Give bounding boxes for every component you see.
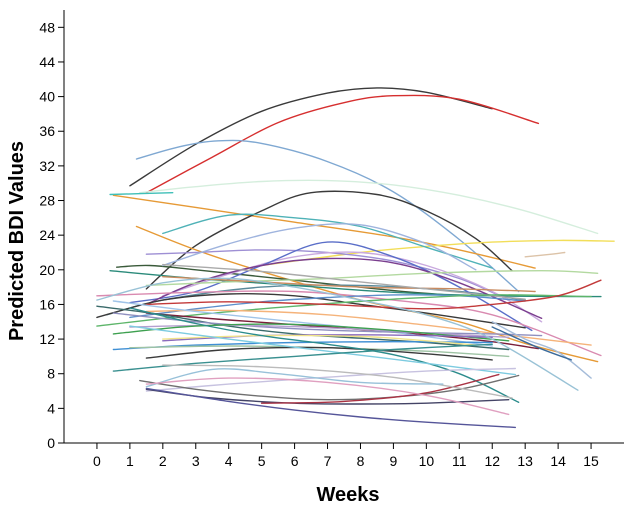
plot-background [64, 10, 624, 443]
x-tick-label: 15 [583, 453, 599, 469]
series-line-46 [145, 387, 516, 429]
series-line-38 [145, 346, 493, 361]
x-tick-label: 11 [452, 453, 467, 469]
x-tick-label: 2 [159, 453, 167, 469]
x-tick-label: 13 [517, 453, 533, 469]
series-line-48 [145, 368, 444, 388]
y-tick-label: 16 [39, 296, 55, 312]
series-line-2 [145, 94, 540, 194]
x-tick-label: 12 [484, 453, 500, 469]
series-line-26 [145, 279, 602, 310]
axes: 0 1 2 3 4 5 6 7 8 9 10 11 12 13 14 15048121620242832364… [39, 10, 624, 469]
x-tick-label: 14 [550, 453, 566, 469]
x-tick-label: 6 [291, 453, 299, 469]
x-axis-title: Weeks [316, 484, 379, 506]
y-tick-label: 44 [39, 54, 55, 70]
y-tick-label: 24 [39, 227, 55, 243]
x-tick-label: 9 [390, 453, 398, 469]
x-tick-label: 7 [324, 453, 332, 469]
series-line-43 [139, 374, 520, 401]
plot-area [64, 10, 624, 443]
y-tick-label: 8 [47, 366, 55, 382]
y-tick-label: 4 [47, 400, 55, 416]
series-line-4 [139, 179, 599, 235]
series-line-20 [145, 269, 599, 287]
series-line-40 [129, 325, 516, 376]
series-line-9 [162, 213, 493, 269]
series-group [96, 87, 615, 429]
series-line-16 [129, 241, 533, 332]
series-line-21 [162, 276, 536, 293]
series-line-15 [162, 223, 477, 271]
x-tick-label: 5 [258, 453, 266, 469]
series-line-49 [145, 377, 510, 416]
x-tick-label: 0 [93, 453, 101, 469]
series-line-36 [162, 334, 477, 346]
x-tick-label: 10 [419, 453, 435, 469]
x-tick-label: 3 [192, 453, 200, 469]
series-line-45 [260, 373, 500, 404]
series-line-52 [491, 326, 572, 361]
series-line-33 [112, 323, 510, 342]
series-line-6 [145, 190, 513, 290]
series-line-22 [162, 263, 526, 300]
y-tick-label: 0 [47, 435, 55, 451]
y-tick-label: 36 [39, 123, 55, 139]
series-line-7 [109, 192, 174, 196]
series-line-27 [145, 309, 592, 346]
series-line-50 [96, 277, 579, 391]
x-tick-label: 8 [357, 453, 365, 469]
y-tick-label: 40 [39, 89, 55, 105]
series-line-29 [112, 300, 493, 347]
series-line-47 [162, 364, 513, 399]
y-tick-label: 48 [39, 19, 55, 35]
series-line-14 [162, 251, 543, 323]
series-line-3 [135, 139, 520, 293]
y-tick-label: 20 [39, 262, 55, 278]
series-line-11 [116, 264, 460, 297]
series-line-18 [96, 293, 526, 329]
series-line-53 [524, 251, 566, 258]
y-tick-label: 28 [39, 193, 55, 209]
y-axis-title: Predicted BDI Values [6, 141, 28, 341]
y-tick-label: 12 [39, 331, 55, 347]
series-line-5 [112, 194, 536, 269]
y-tick-label: 32 [39, 158, 55, 174]
x-tick-label: 1 [126, 453, 134, 469]
series-line-51 [491, 321, 592, 379]
x-tick-label: 4 [225, 453, 233, 469]
series-line-42 [145, 367, 516, 392]
series-line-39 [129, 307, 520, 403]
